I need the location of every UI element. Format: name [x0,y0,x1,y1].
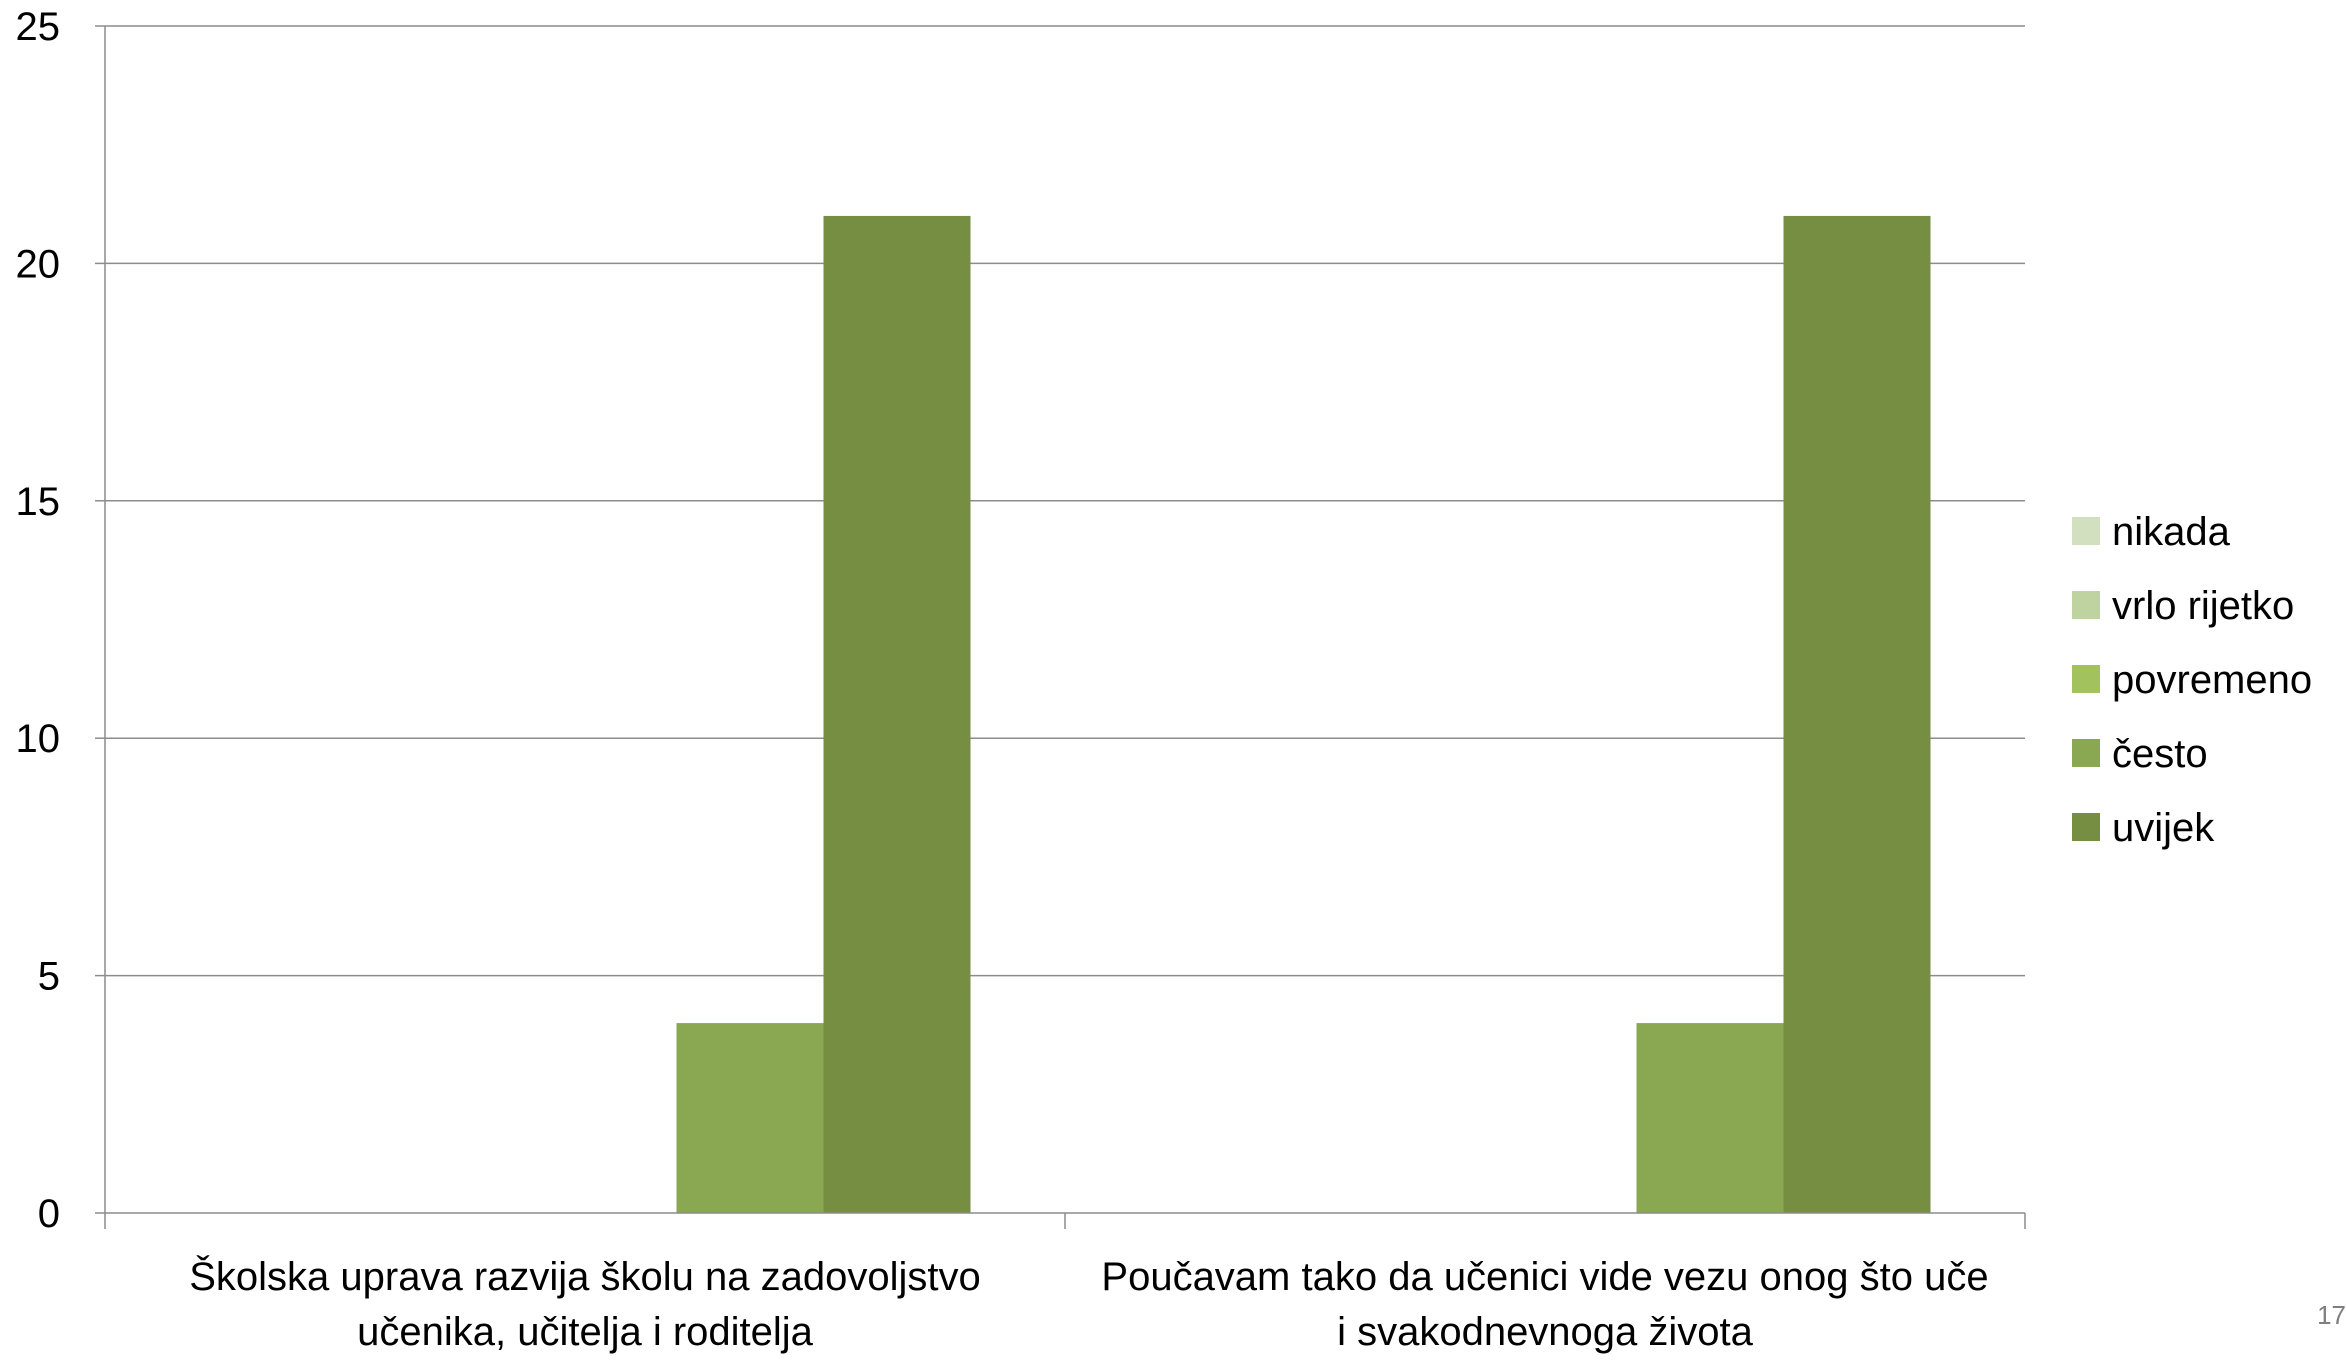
y-tick-label: 5 [38,955,60,999]
bar [823,215,971,1214]
legend-label: povremeno [2112,658,2312,702]
y-tick-label: 0 [38,1192,60,1236]
bar [676,1023,824,1213]
y-tick-label: 10 [16,717,61,761]
y-tick-label: 25 [16,5,61,49]
x-category-label: Školska uprava razvija školu na zadovolj… [189,1254,981,1299]
bars [676,215,1931,1214]
x-category-label: Poučavam tako da učenici vide vezu onog … [1101,1255,1988,1299]
legend-label: vrlo rijetko [2112,584,2294,628]
y-tick-labels: 0 5 10 15 20 25 [16,5,61,1236]
x-category-labels: Školska uprava razvija školu na zadovolj… [189,1254,1988,1354]
legend-swatch [2072,591,2100,619]
x-category-label: i svakodnevnoga života [1337,1310,1754,1354]
legend: nikada vrlo rijetko povremeno često uvijek [2072,510,2312,850]
legend-swatch [2072,813,2100,841]
gridlines [95,25,2025,1214]
legend-label: uvijek [2112,806,2215,850]
legend-swatch [2072,517,2100,545]
x-category-label: učenika, učitelja i roditelja [357,1310,814,1354]
page-number: 17 [2317,1300,2346,1330]
legend-swatch [2072,739,2100,767]
legend-swatch [2072,665,2100,693]
y-tick-label: 20 [16,242,61,286]
axes [104,26,2026,1229]
bar [1636,1023,1784,1213]
bar [1783,215,1931,1214]
y-tick-label: 15 [16,480,61,524]
legend-label: nikada [2112,510,2231,554]
legend-label: često [2112,732,2208,776]
